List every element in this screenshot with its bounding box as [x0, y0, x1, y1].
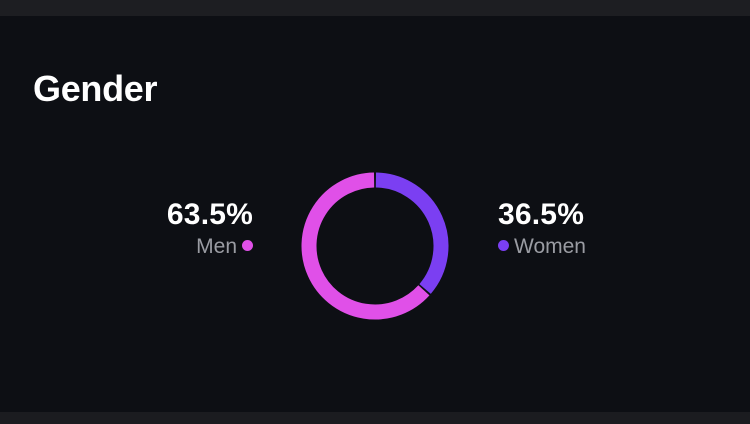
top-divider	[0, 0, 750, 16]
donut-segment-women	[375, 172, 449, 294]
men-legend-dot	[242, 239, 253, 251]
women-legend-dot	[498, 239, 509, 251]
men-stat: 63.5% Men	[100, 197, 253, 261]
women-stat: 36.5% Women	[498, 197, 698, 261]
gender-donut-chart	[301, 172, 449, 320]
donut-segment-men	[301, 172, 430, 320]
men-percentage: 63.5%	[166, 198, 253, 231]
men-legend-label: Men	[196, 235, 237, 258]
men-legend: Men	[100, 233, 253, 261]
women-percentage: 36.5%	[498, 198, 585, 231]
gender-card	[0, 16, 750, 412]
women-legend-label: Women	[514, 235, 586, 258]
women-legend: Women	[498, 233, 698, 261]
card-title: Gender	[33, 68, 158, 109]
bottom-divider	[0, 412, 750, 424]
